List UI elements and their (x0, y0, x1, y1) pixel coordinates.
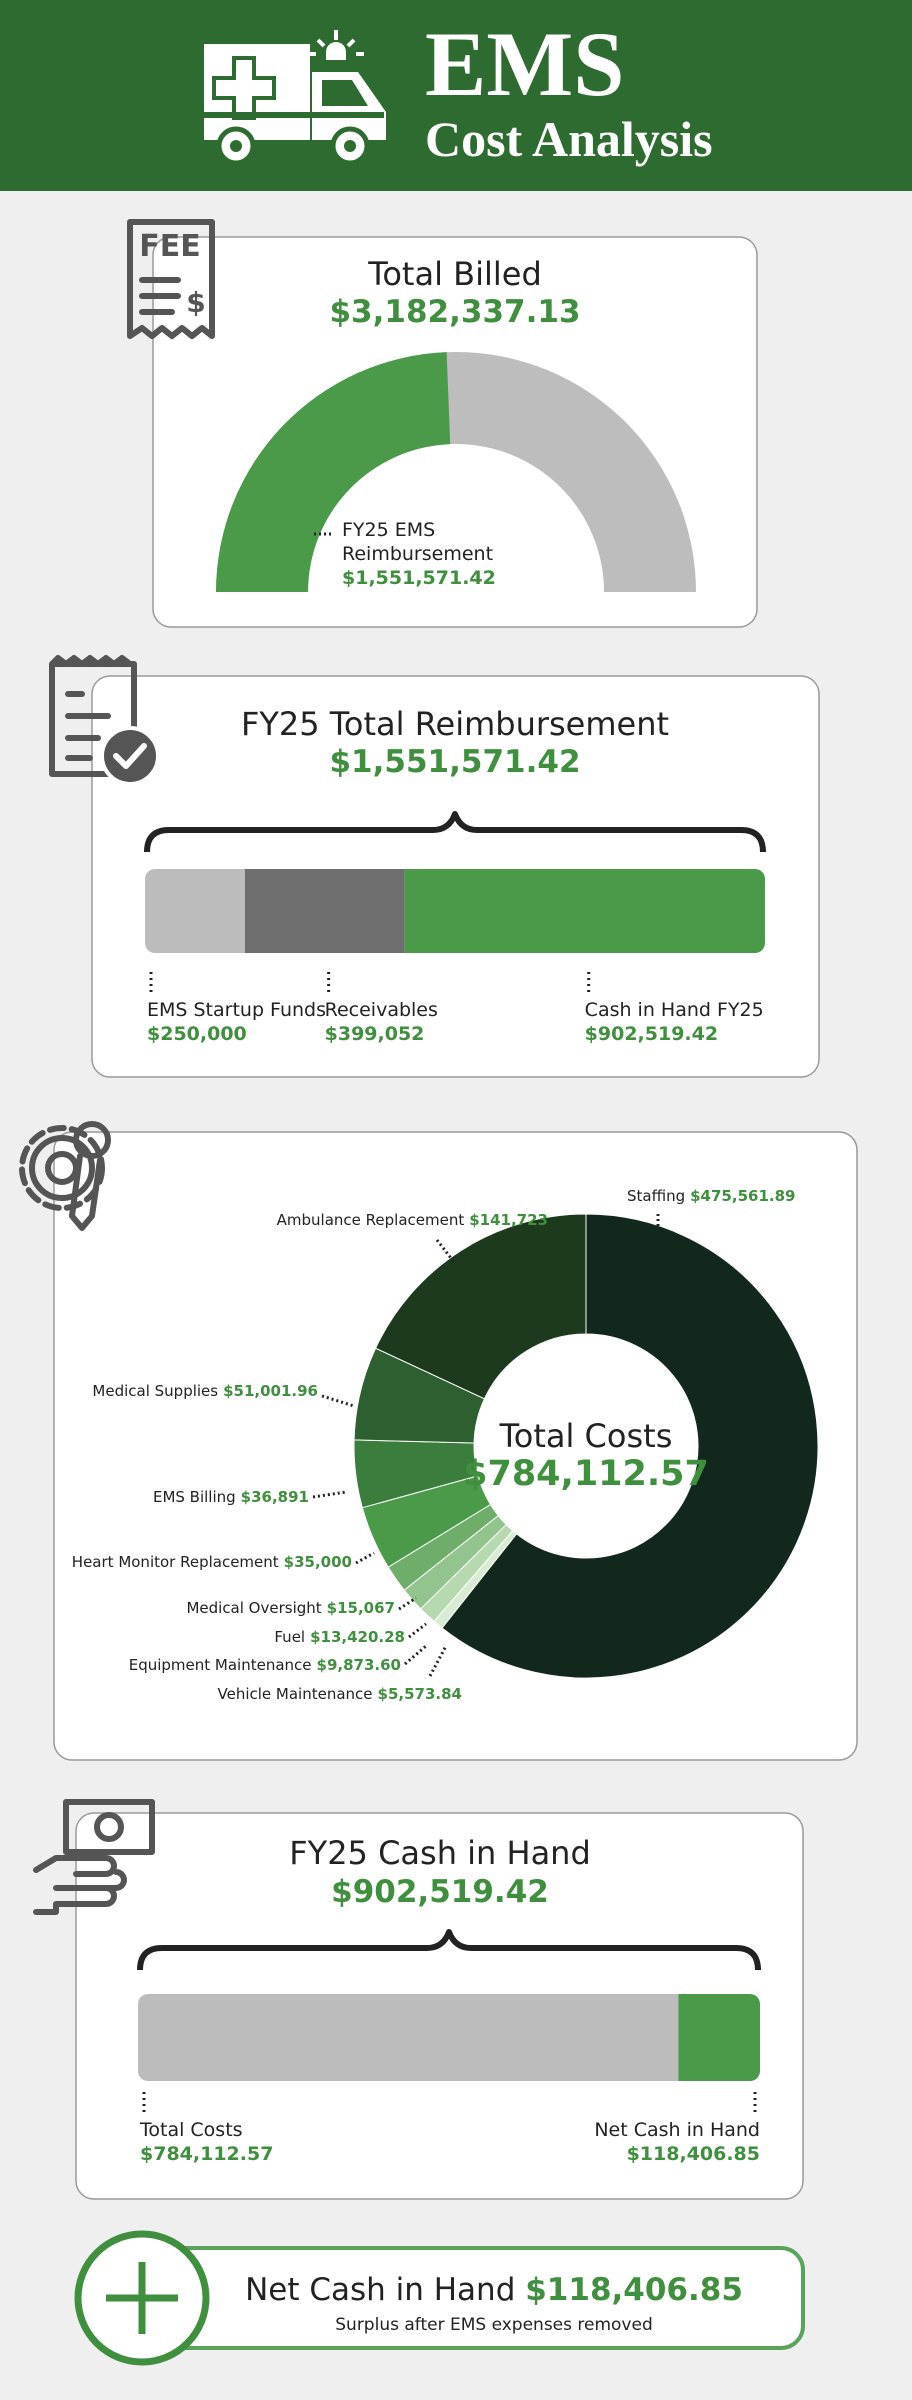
donut-label: Equipment Maintenance $9,873.60 (129, 1656, 401, 1674)
footer-value: $118,406.85 (525, 2272, 743, 2308)
chart-total: $902,519.42 (331, 1874, 549, 1910)
chart-total: $1,551,571.42 (329, 744, 580, 780)
footer-label: Net Cash in Hand (245, 2272, 515, 2308)
chart-title: Total Billed (367, 255, 542, 293)
bar-category: Cash in Hand FY25 (585, 999, 764, 1021)
donut-label: EMS Billing $36,891 (153, 1488, 309, 1506)
checklist-icon (49, 655, 160, 786)
donut-value: $9,873.60 (317, 1656, 401, 1674)
bar-value: $118,406.85 (627, 2143, 760, 2165)
donut-label: Vehicle Maintenance $5,573.84 (218, 1685, 462, 1703)
chart-total: $784,112.57 (463, 1454, 709, 1494)
donut-label: Medical Oversight $15,067 (186, 1599, 395, 1617)
footer-text: Net Cash in Hand $118,406.85 (245, 2272, 743, 2308)
bar-category: EMS Startup Funds (147, 999, 326, 1021)
gauge-label: FY25 EMS Reimbursement$1,551,571.42 (342, 519, 496, 589)
donut-label: Heart Monitor Replacement $35,000 (72, 1553, 352, 1571)
bar-group (145, 869, 765, 953)
footer-note: Surplus after EMS expenses removed (335, 2315, 653, 2335)
donut-value: $475,561.89 (690, 1187, 795, 1205)
receipt-text: FEE (139, 229, 200, 264)
header-band (0, 0, 912, 191)
donut-category: Medical Supplies (92, 1382, 218, 1400)
brace (137, 1929, 761, 1971)
donut-category: Staffing (627, 1187, 685, 1205)
donut-label: Fuel $13,420.28 (274, 1628, 405, 1646)
bar-segment (678, 1994, 760, 2081)
leader (408, 1622, 427, 1639)
donut-category: EMS Billing (153, 1488, 236, 1506)
plus-icon (106, 2262, 178, 2334)
leader (312, 1490, 347, 1499)
donut-category: Equipment Maintenance (129, 1656, 312, 1674)
bar-segment (404, 869, 765, 953)
bar-value: $902,519.42 (585, 1023, 718, 1045)
bar-value: $784,112.57 (140, 2143, 273, 2165)
leader (321, 1394, 355, 1408)
gauge-value: $1,551,571.42 (342, 567, 496, 589)
donut-label: Ambulance Replacement $141,723 (277, 1211, 548, 1229)
donut-category: Fuel (274, 1628, 305, 1646)
donut-category: Vehicle Maintenance (218, 1685, 373, 1703)
leader (428, 1645, 448, 1677)
bar-value: $250,000 (147, 1023, 247, 1045)
gauge-arc (216, 352, 451, 592)
gauge-category: FY25 EMS Reimbursement (342, 519, 494, 565)
bar-segment (138, 1994, 679, 2081)
receipt-symbol: $ (186, 286, 205, 319)
donut-label: Medical Supplies $51,001.96 (92, 1382, 318, 1400)
donut-slice (441, 1213, 819, 1679)
donut-value: $141,723 (469, 1211, 548, 1229)
chart-total: $3,182,337.13 (329, 294, 580, 330)
chart-title: FY25 Total Reimbursement (241, 705, 669, 743)
chart-title: FY25 Cash in Hand (289, 1834, 591, 1872)
donut-label: Staffing $475,561.89 (627, 1187, 795, 1205)
donut-value: $13,420.28 (310, 1628, 405, 1646)
leader (398, 1596, 417, 1611)
donut-category: Heart Monitor Replacement (72, 1553, 279, 1571)
donut-category: Medical Oversight (186, 1599, 321, 1617)
donut-category: Ambulance Replacement (277, 1211, 465, 1229)
bar-category: Receivables (325, 999, 438, 1021)
money-hand-icon (33, 1799, 155, 1915)
header-title: EMS (425, 13, 624, 115)
bar-category: Total Costs (139, 2119, 243, 2141)
donut-value: $51,001.96 (223, 1382, 318, 1400)
bar-segment (244, 869, 405, 953)
ambulance-icon (204, 30, 386, 166)
donut-value: $15,067 (327, 1599, 395, 1617)
brace (144, 811, 766, 853)
leader (355, 1551, 375, 1565)
header-subtitle: Cost Analysis (425, 111, 713, 167)
gear-icon (19, 1121, 111, 1231)
donut-value: $5,573.84 (378, 1685, 462, 1703)
donut-value: $36,891 (241, 1488, 309, 1506)
chart-title: Total Costs (499, 1417, 673, 1455)
bar-category: Net Cash in Hand (594, 2119, 760, 2141)
donut-slice (374, 1213, 587, 1400)
bar-segment (145, 869, 245, 953)
receipt-icon: FEE $ (127, 219, 215, 339)
bar-value: $399,052 (325, 1023, 425, 1045)
bar-group (138, 1994, 760, 2081)
donut-value: $35,000 (284, 1553, 352, 1571)
